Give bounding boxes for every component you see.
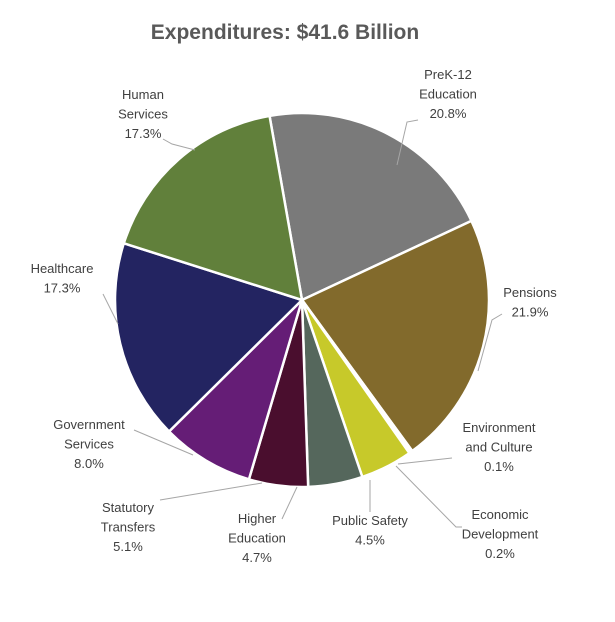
slice-category-label: Statutory [102,500,155,515]
slice-value-label: 17.3% [125,126,162,141]
slice-value-label: 5.1% [113,539,143,554]
leader-line-8 [102,293,119,325]
slice-value-label: 21.9% [512,305,549,320]
slice-label-0: PreK-12 Education 20.8% [419,67,477,121]
slice-label-6: Statutory Transfers 5.1% [101,500,156,554]
slice-label-1: Pensions 21.9% [503,285,557,320]
slice-category-label: Development [462,527,539,542]
slice-category-label: and Culture [465,440,532,455]
slice-label-5: Higher Education 4.7% [228,511,286,565]
chart-title: Expenditures: $41.6 Billion [151,21,419,44]
leader-line-5 [281,486,298,520]
slice-label-2: Environment and Culture 0.1% [463,420,536,474]
slice-value-label: 4.5% [355,533,385,548]
slice-value-label: 20.8% [430,106,467,121]
slice-labels: PreK-12 Education 20.8% Pensions 21.9% Enviro… [31,67,558,565]
slice-category-label: Public Safety [332,513,408,528]
pie-slice-7 [167,298,304,481]
slice-category-label: Environment [463,420,536,435]
pie-slice-1 [300,219,491,453]
slice-category-label: Services [118,107,168,122]
slice-category-label: Education [228,531,286,546]
slice-category-label: Pensions [503,285,557,300]
slice-category-label: Education [419,87,477,102]
slice-label-4: Public Safety 4.5% [332,513,408,548]
slice-label-3: Economic Development 0.2% [462,507,539,561]
leader-line-7 [133,429,194,456]
pie-slice-9 [122,114,304,302]
leader-line-3 [395,465,462,528]
slice-category-label: Government [53,417,125,432]
slice-category-label: Higher [238,511,277,526]
pie-slice-0 [268,111,473,302]
slice-category-label: Transfers [101,520,156,535]
leader-line-1 [477,313,503,372]
leader-line-6 [159,482,263,501]
slice-category-label: Human [122,87,164,102]
leader-line-9 [162,138,196,151]
slice-label-7: Government Services 8.0% [53,417,125,471]
slice-label-8: Healthcare 17.3% [31,261,94,296]
leader-lines [102,119,503,528]
slice-value-label: 8.0% [74,456,104,471]
slice-label-9: Human Services 17.3% [118,87,168,141]
slice-value-label: 0.1% [484,459,514,474]
slice-category-label: Services [64,437,114,452]
pie-slices [113,111,491,489]
slice-value-label: 4.7% [242,550,272,565]
leader-line-2 [397,457,453,465]
leader-line-0 [396,119,419,166]
slice-value-label: 17.3% [44,281,81,296]
slice-value-label: 0.2% [485,546,515,561]
pie-slice-8 [113,242,304,433]
slice-category-label: PreK-12 [424,67,472,82]
slice-category-label: Economic [471,507,529,522]
slice-category-label: Healthcare [31,261,94,276]
